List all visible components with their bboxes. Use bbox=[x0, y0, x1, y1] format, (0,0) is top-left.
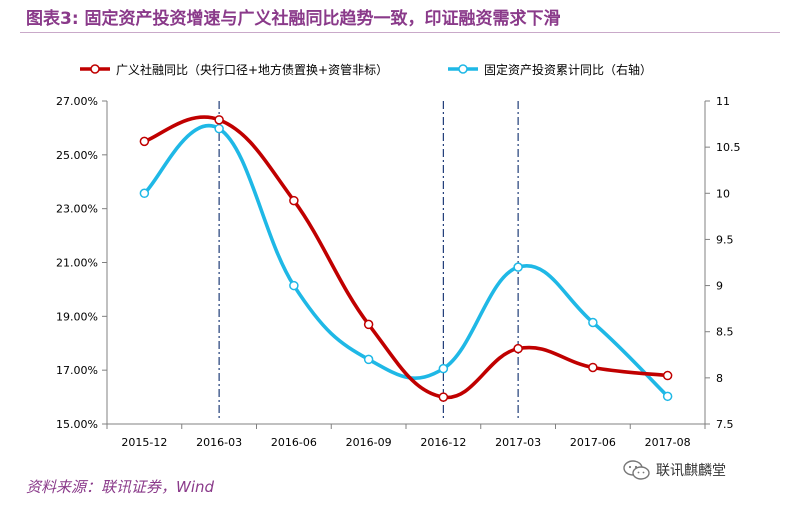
right-tick-label: 8.5 bbox=[716, 326, 734, 339]
chart-title: 图表3: 固定资产投资增速与广义社融同比趋势一致，印证融资需求下滑 bbox=[26, 9, 561, 29]
data-point-fixed-asset-investment bbox=[363, 354, 374, 365]
right-tick-label: 10 bbox=[716, 187, 730, 200]
series-line-fixed-asset-investment bbox=[142, 124, 670, 399]
watermark: 联讯麒麟堂 bbox=[622, 456, 726, 484]
legend-social-financing-marker bbox=[90, 64, 100, 74]
watermark-text: 联讯麒麟堂 bbox=[656, 463, 726, 479]
right-tick-label: 8 bbox=[716, 372, 723, 385]
series-line-social-financing bbox=[142, 115, 670, 399]
legend-fixed-asset-investment-marker bbox=[458, 64, 468, 74]
source-note: 资料来源：联讯证券，Wind bbox=[26, 478, 215, 496]
data-point-social-financing bbox=[214, 115, 224, 125]
left-tick-label: 25.00% bbox=[56, 149, 98, 162]
data-point-fixed-asset-investment bbox=[214, 123, 224, 134]
title-divider bbox=[20, 32, 780, 33]
data-point-social-financing bbox=[662, 370, 673, 381]
legend-fixed-asset-investment-label: 固定资产投资累计同比（右轴） bbox=[484, 62, 652, 77]
x-tick-label: 2016-06 bbox=[271, 436, 317, 449]
x-tick-label: 2015-12 bbox=[121, 436, 167, 449]
right-tick-label: 7.5 bbox=[716, 418, 734, 431]
data-point-fixed-asset-investment bbox=[513, 262, 523, 272]
right-tick-label: 9.5 bbox=[716, 233, 734, 246]
data-point-fixed-asset-investment bbox=[662, 391, 673, 402]
x-tick-label: 2016-09 bbox=[346, 436, 392, 449]
x-tick-label: 2017-03 bbox=[495, 436, 541, 449]
data-point-fixed-asset-investment bbox=[588, 317, 598, 328]
x-tick-label: 2017-08 bbox=[645, 436, 691, 449]
right-tick-label: 9 bbox=[716, 280, 723, 293]
x-tick-label: 2016-12 bbox=[420, 436, 466, 449]
legend-social-financing-label: 广义社融同比（央行口径+地方债置换+资管非标） bbox=[116, 62, 388, 77]
left-tick-label: 23.00% bbox=[56, 203, 98, 216]
left-tick-label: 17.00% bbox=[56, 364, 98, 377]
data-point-fixed-asset-investment bbox=[289, 280, 299, 291]
data-point-social-financing bbox=[139, 136, 150, 147]
right-tick-label: 10.5 bbox=[716, 141, 741, 154]
data-point-social-financing bbox=[588, 362, 598, 373]
x-tick-label: 2017-06 bbox=[570, 436, 616, 449]
left-tick-label: 21.00% bbox=[56, 257, 98, 270]
title-bar: 图表3: 固定资产投资增速与广义社融同比趋势一致，印证融资需求下滑 bbox=[0, 0, 787, 33]
left-tick-label: 27.00% bbox=[56, 95, 98, 108]
data-point-fixed-asset-investment bbox=[438, 363, 449, 374]
data-point-social-financing bbox=[363, 319, 374, 330]
x-tick-label: 2016-03 bbox=[196, 436, 242, 449]
data-point-fixed-asset-investment bbox=[139, 188, 150, 199]
data-point-social-financing bbox=[289, 195, 299, 206]
data-point-social-financing bbox=[438, 392, 449, 402]
wechat-icon bbox=[623, 460, 650, 480]
left-tick-label: 15.00% bbox=[56, 418, 98, 431]
right-tick-label: 11 bbox=[716, 95, 730, 108]
data-point-social-financing bbox=[513, 343, 523, 354]
left-tick-label: 19.00% bbox=[56, 310, 98, 323]
